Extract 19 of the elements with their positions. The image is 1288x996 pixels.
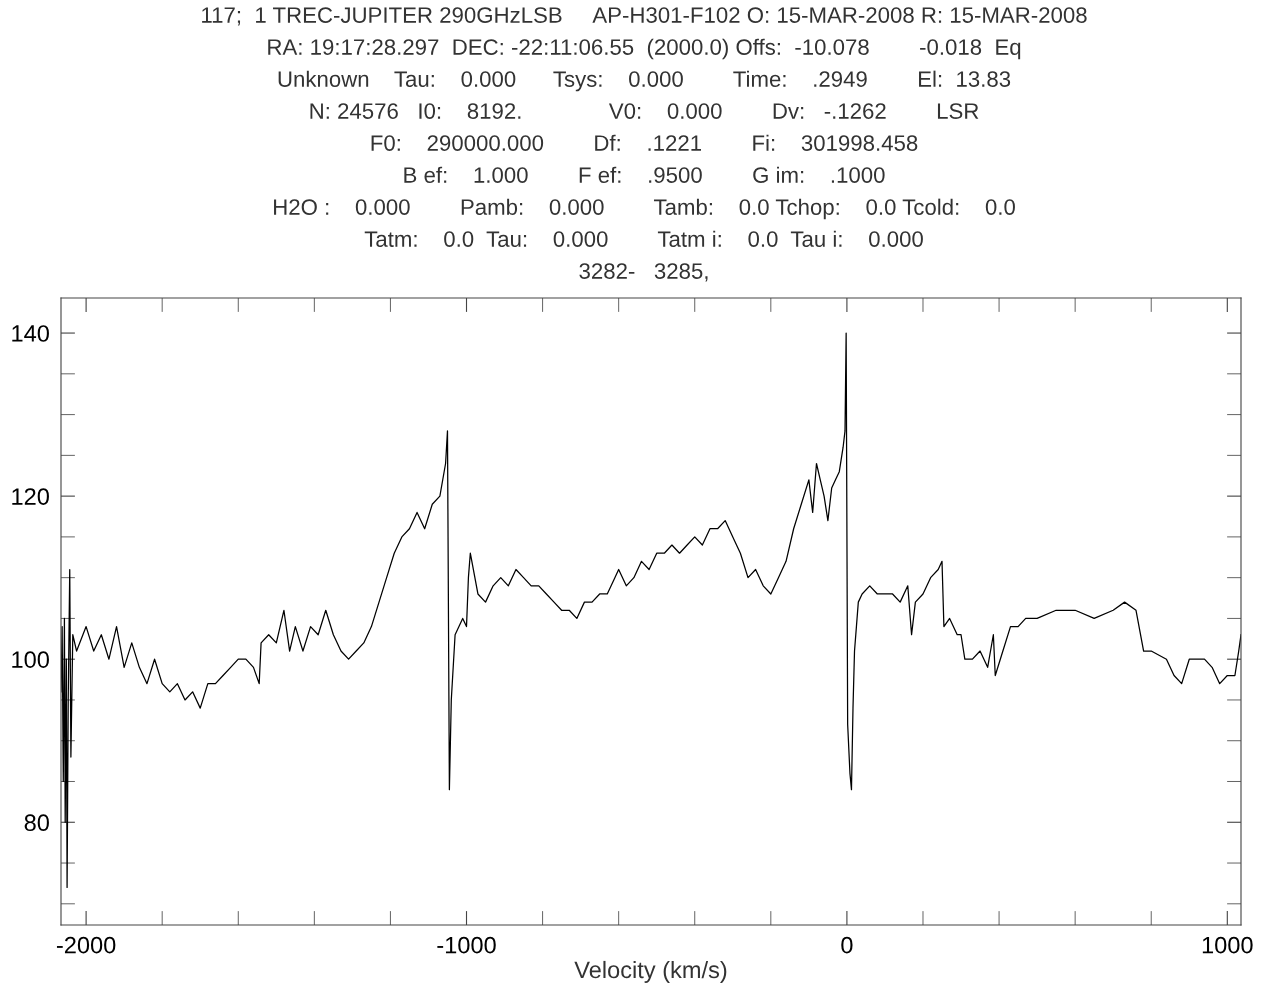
text: Tatm: 0.0 Tau: 0.000 Tatm i: 0.0 Tau i: 0.000: [364, 230, 923, 247]
x-tick-label: -2000: [56, 936, 116, 954]
text: 117; 1 TREC-JUPITER 290GHzLSB AP-H301-F102 O: 15-MAR-2008 R: 15-MAR-2008: [202, 7, 1087, 26]
text: H2O : 0.000 Pamb: 0.000 Tamb: 0.0 Tchop: 0.0 Tcold: 0.0: [274, 198, 1015, 220]
line-series: [61, 332, 1241, 889]
x-tick-label: 0: [841, 936, 853, 954]
y-tick-label: 140: [12, 325, 49, 342]
y-tick-label: 120: [12, 488, 49, 505]
x-axis-title: Velocity (km/s): [574, 960, 727, 983]
text: N: 24576 I0: 8192. V0: 0.000 Dv: -.1262 LSR: [310, 103, 979, 119]
text: 3282- 3285,: [579, 263, 708, 282]
text: Unknown Tau: 0.000 Tsys: 0.000 Time: .2949 El: 13.83: [278, 70, 1011, 92]
x-tick-label: 1000: [1202, 936, 1253, 954]
x-tick-label: -1000: [437, 936, 496, 954]
text: B ef: 1.000 F ef: .9500 G im: .1000: [404, 166, 885, 183]
text: F0: 290000.000 Df: .1221 Fi: 301998.458: [371, 134, 918, 151]
text: RA: 19:17:28.297 DEC: -22:11:06.55 (2000.0) Offs: -10.078 -0.018 Eq: [268, 38, 1021, 60]
y-tick-label: 100: [12, 651, 49, 668]
y-tick-label: 80: [24, 814, 49, 832]
